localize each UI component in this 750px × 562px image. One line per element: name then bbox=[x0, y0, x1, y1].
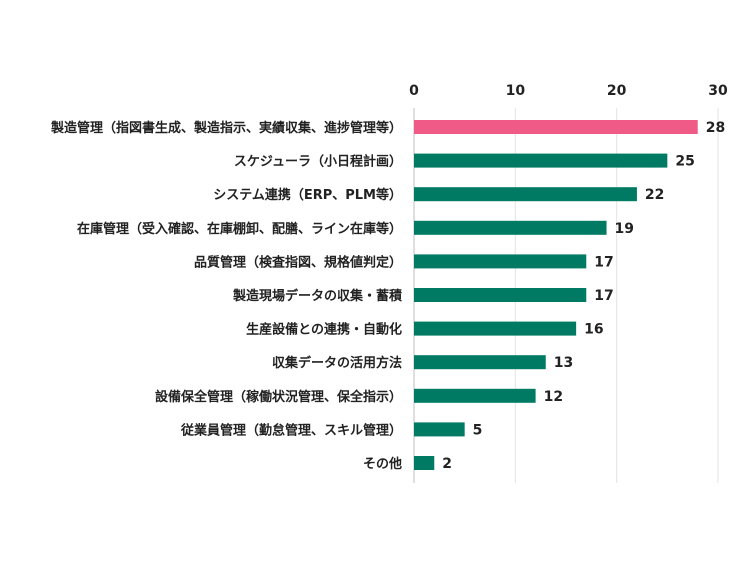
bar-6 bbox=[414, 321, 577, 336]
value-label-3: 19 bbox=[615, 221, 634, 237]
category-label-10: その他 bbox=[363, 456, 402, 472]
bar-8 bbox=[414, 388, 536, 403]
category-label-9: 従業員管理（勤怠管理、スキル管理） bbox=[180, 422, 402, 438]
bar-9 bbox=[414, 422, 465, 437]
value-label-1: 25 bbox=[675, 154, 694, 170]
category-label-5: 製造現場データの収集・蓄積 bbox=[232, 288, 403, 304]
value-label-6: 16 bbox=[584, 322, 603, 338]
x-tick-label-20: 20 bbox=[607, 83, 627, 99]
category-label-7: 収集データの活用方法 bbox=[272, 355, 402, 371]
bar-0 bbox=[414, 120, 698, 134]
category-label-2: システム連携（ERP、PLM等） bbox=[213, 187, 402, 203]
category-label-0: 製造管理（指図書生成、製造指示、実績収集、進捗管理等） bbox=[50, 120, 402, 136]
value-label-9: 5 bbox=[473, 422, 483, 438]
bar-1 bbox=[414, 153, 668, 168]
bar-4 bbox=[414, 254, 587, 269]
category-label-8: 設備保全管理（稼働状況管理、保全指示） bbox=[155, 389, 402, 405]
value-label-0: 28 bbox=[706, 120, 725, 136]
value-label-5: 17 bbox=[594, 288, 613, 304]
x-tick-label-0: 0 bbox=[409, 83, 419, 99]
bar-5 bbox=[414, 288, 587, 302]
bar-10 bbox=[414, 456, 435, 470]
value-label-4: 17 bbox=[594, 254, 613, 270]
value-label-8: 12 bbox=[544, 389, 563, 405]
category-labels: 製造管理（指図書生成、製造指示、実績収集、進捗管理等） スケジューラ（小日程計画）… bbox=[50, 120, 403, 472]
category-label-3: 在庫管理（受入確認、在庫棚卸、配膳、ライン在庫等） bbox=[77, 221, 402, 237]
category-label-1: スケジューラ（小日程計画） bbox=[234, 154, 402, 170]
category-label-4: 品質管理（検査指図、規格値判定） bbox=[194, 254, 402, 270]
bar-2 bbox=[414, 187, 637, 202]
category-label-6: 生産設備との連携・自動化 bbox=[246, 322, 402, 338]
value-labels: 28 25 22 19 17 17 16 13 12 5 2 bbox=[442, 120, 725, 472]
value-label-2: 22 bbox=[645, 187, 664, 203]
bar-3 bbox=[414, 220, 607, 235]
value-label-7: 13 bbox=[554, 355, 573, 371]
value-label-10: 2 bbox=[442, 456, 452, 472]
bars bbox=[414, 120, 698, 470]
x-axis-ticks: 0 10 20 30 bbox=[409, 83, 728, 99]
x-tick-label-10: 10 bbox=[506, 83, 526, 99]
x-tick-label-30: 30 bbox=[708, 83, 728, 99]
bar-7 bbox=[414, 355, 546, 370]
